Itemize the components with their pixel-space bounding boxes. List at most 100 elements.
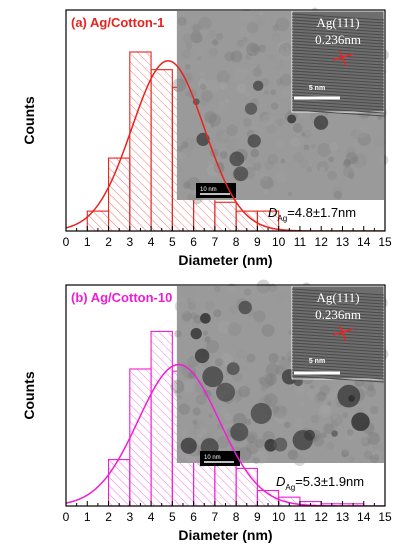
tem-texture-dot xyxy=(230,50,243,63)
tem-texture-dot xyxy=(178,152,186,160)
x-tick-label: 10 xyxy=(272,235,286,249)
lattice-plane-label: Ag(111) xyxy=(316,15,359,30)
lattice-spacing-label: 0.236nm xyxy=(315,32,361,47)
tem-texture-dot xyxy=(254,450,269,464)
x-tick-label: 3 xyxy=(126,510,133,524)
tem-texture-dot xyxy=(255,438,265,448)
lattice-fringe xyxy=(291,67,385,75)
nanoparticle xyxy=(293,377,303,387)
tem-texture-dot xyxy=(258,44,267,53)
tem-texture-dot xyxy=(268,54,275,61)
tem-texture-dot xyxy=(264,89,270,95)
tem-texture-dot xyxy=(216,104,229,117)
nanoparticle xyxy=(196,132,210,146)
lattice-fringe xyxy=(291,321,385,329)
tem-texture-dot xyxy=(183,182,191,189)
tem-texture-dot xyxy=(311,407,318,415)
mean-diameter-annotation: DAg=4.8±1.7nm xyxy=(268,205,356,223)
tem-texture-dot xyxy=(330,413,343,426)
tem-texture-dot xyxy=(260,176,274,190)
tem-texture-dot xyxy=(309,384,315,390)
lattice-fringe xyxy=(291,64,385,72)
tem-texture-dot xyxy=(206,163,220,177)
tem-texture-dot xyxy=(332,414,338,420)
tem-texture-dot xyxy=(258,11,264,16)
annotation-value: =5.3±1.9nm xyxy=(295,474,364,489)
tem-texture-dot xyxy=(305,150,317,161)
x-tick-label: 6 xyxy=(190,235,197,249)
tem-texture-dot xyxy=(181,313,192,323)
tem-texture-dot xyxy=(179,168,185,174)
tem-texture-dot xyxy=(356,431,370,445)
tem-texture-dot xyxy=(367,384,375,392)
tem-texture-dot xyxy=(313,392,324,404)
tem-texture-dot xyxy=(244,418,252,426)
tem-texture-dot xyxy=(194,381,207,394)
lattice-fringe xyxy=(291,342,385,350)
tem-texture-dot xyxy=(265,363,280,377)
tem-texture-dot xyxy=(275,413,286,425)
tem-texture-dot xyxy=(235,40,244,49)
x-tick-label: 7 xyxy=(212,235,219,249)
tem-texture-dot xyxy=(252,162,262,171)
lattice-fringe xyxy=(291,58,385,66)
tem-texture-dot xyxy=(288,330,293,335)
tem-texture-dot xyxy=(258,42,265,49)
tem-texture-dot xyxy=(193,423,199,430)
tem-texture-dot xyxy=(310,143,316,149)
annotation-value: =4.8±1.7nm xyxy=(287,205,356,220)
tem-texture-dot xyxy=(271,32,281,42)
x-tick-label: 10 xyxy=(272,510,286,524)
tem-texture-dot xyxy=(181,311,192,322)
tem-texture-dot xyxy=(271,102,279,110)
tem-texture-dot xyxy=(204,300,215,311)
tem-texture-dot xyxy=(233,67,247,81)
tem-texture-dot xyxy=(204,422,218,436)
lattice-fringe xyxy=(291,360,385,368)
tem-texture-dot xyxy=(261,324,275,338)
histogram-bar xyxy=(214,201,237,232)
tem-texture-dot xyxy=(275,171,288,183)
histogram-bar xyxy=(129,51,152,232)
nanoparticle xyxy=(194,348,210,364)
tem-texture-dot xyxy=(327,170,337,181)
tem-texture-dot xyxy=(198,16,212,31)
lattice-fringe xyxy=(291,312,385,320)
tem-texture-dot xyxy=(372,443,383,454)
x-tick-label: 2 xyxy=(105,510,112,524)
tem-texture-dot xyxy=(279,73,293,87)
y-axis-label: Counts xyxy=(21,371,37,419)
tem-texture-dot xyxy=(363,450,373,460)
tem-texture-dot xyxy=(181,364,194,377)
tem-texture-dot xyxy=(312,379,318,385)
lattice-fringe xyxy=(291,336,385,344)
tem-texture-dot xyxy=(190,359,195,364)
tem-texture-dot xyxy=(184,379,197,393)
tem-texture-dot xyxy=(314,436,325,447)
x-tick-label: 2 xyxy=(105,235,112,249)
scale-label-10nm: 10 nm xyxy=(204,455,221,461)
tem-texture-dot xyxy=(264,393,278,407)
lattice-fringe xyxy=(291,76,385,84)
tem-texture-dot xyxy=(280,158,286,164)
tem-texture-dot xyxy=(218,81,228,90)
histogram-bar xyxy=(235,467,258,507)
nanoparticle xyxy=(348,395,355,402)
tem-texture-dot xyxy=(378,155,389,165)
nanoparticle xyxy=(337,384,361,408)
tem-texture-dot xyxy=(253,160,258,165)
tem-texture-dot xyxy=(303,144,310,151)
tem-texture-dot xyxy=(246,433,256,444)
tem-texture-dot xyxy=(214,357,224,367)
tem-texture-dot xyxy=(290,137,301,148)
tem-texture-dot xyxy=(197,78,208,89)
tem-texture-dot xyxy=(243,68,250,75)
tem-texture-dot xyxy=(260,372,271,383)
tem-texture-dot xyxy=(300,118,314,132)
tem-texture-dot xyxy=(345,147,357,159)
tem-texture-dot xyxy=(219,101,224,107)
x-tick-label: 1 xyxy=(84,510,91,524)
lattice-fringe xyxy=(291,327,385,335)
